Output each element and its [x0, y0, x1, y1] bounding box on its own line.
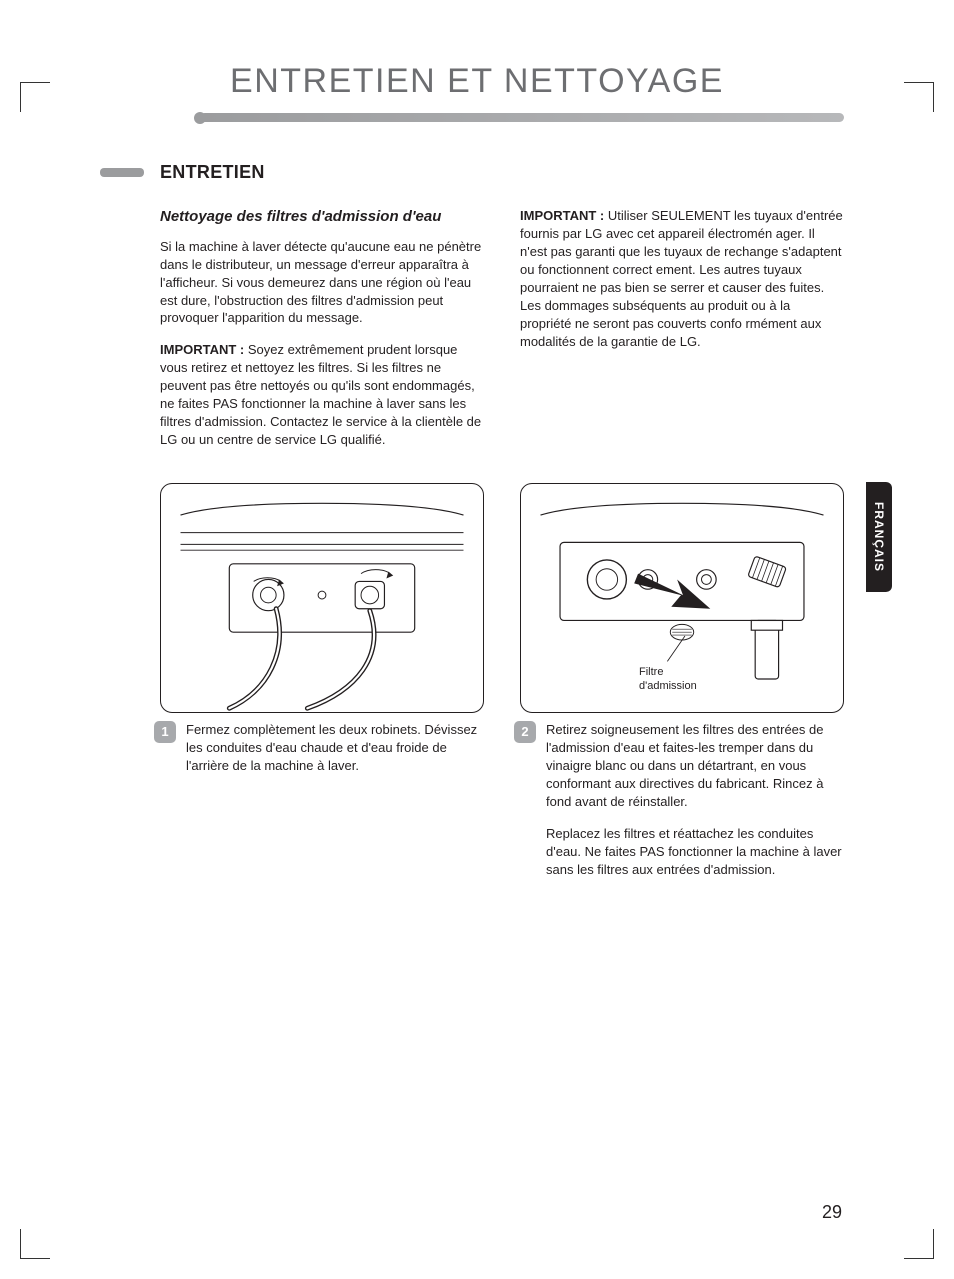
inlet-label-line2: d'admission	[639, 680, 697, 692]
figure-2: Filtre d'admission	[520, 483, 844, 713]
step-2-text: Retirez soigneusement les filtres des en…	[546, 721, 844, 879]
step-1-badge: 1	[154, 721, 176, 743]
right-column: IMPORTANT : Utiliser SEULEMENT les tuyau…	[520, 207, 844, 463]
step-2: 2 Retirez soigneusement les filtres des …	[514, 721, 844, 879]
step-2-paragraph-a: Retirez soigneusement les filtres des en…	[546, 721, 844, 811]
step-1-text: Fermez complètement les deux robinets. D…	[186, 721, 484, 775]
crop-mark-tl	[20, 82, 50, 112]
page-title: ENTRETIEN ET NETTOYAGE	[110, 62, 844, 107]
title-underline	[200, 113, 844, 122]
important-text: Utiliser SEULEMENT les tuyaux d'entrée f…	[520, 208, 843, 349]
important-text: Soyez extrêmement prudent lorsque vous r…	[160, 342, 481, 447]
page-number: 29	[822, 1202, 842, 1223]
step-1: 1 Fermez complètement les deux robinets.…	[154, 721, 484, 775]
step-2-badge: 2	[514, 721, 536, 743]
figures-row: 1 Fermez complètement les deux robinets.…	[160, 483, 844, 879]
section-header: ENTRETIEN	[100, 162, 844, 183]
subheading: Nettoyage des filtres d'admission d'eau	[160, 207, 484, 228]
inlet-label-line1: Filtre	[639, 666, 663, 678]
important-label: IMPORTANT :	[160, 342, 244, 357]
figure-2-block: Filtre d'admission 2 Retirez soigneuseme…	[520, 483, 844, 879]
washer-back-hoses-illustration	[161, 484, 483, 712]
section-title: ENTRETIEN	[160, 162, 265, 183]
crop-mark-br	[904, 1229, 934, 1259]
step-1-paragraph: Fermez complètement les deux robinets. D…	[186, 721, 484, 775]
language-tab: FRANÇAIS	[866, 482, 892, 592]
crop-mark-bl	[20, 1229, 50, 1259]
content-area: ENTRETIEN Nettoyage des filtres d'admiss…	[160, 162, 844, 879]
section-bullet-icon	[100, 168, 144, 177]
important-label: IMPORTANT :	[520, 208, 604, 223]
left-paragraph-1: Si la machine à laver détecte qu'aucune …	[160, 238, 484, 328]
step-2-paragraph-b: Replacez les filtres et réattachez les c…	[546, 825, 844, 879]
left-important: IMPORTANT : Soyez extrêmement prudent lo…	[160, 341, 484, 449]
left-column: Nettoyage des filtres d'admission d'eau …	[160, 207, 484, 463]
intro-columns: Nettoyage des filtres d'admission d'eau …	[160, 207, 844, 463]
figure-1-block: 1 Fermez complètement les deux robinets.…	[160, 483, 484, 879]
inlet-filter-label: Filtre d'admission	[639, 666, 697, 694]
right-important: IMPORTANT : Utiliser SEULEMENT les tuyau…	[520, 207, 844, 351]
figure-1	[160, 483, 484, 713]
crop-mark-tr	[904, 82, 934, 112]
